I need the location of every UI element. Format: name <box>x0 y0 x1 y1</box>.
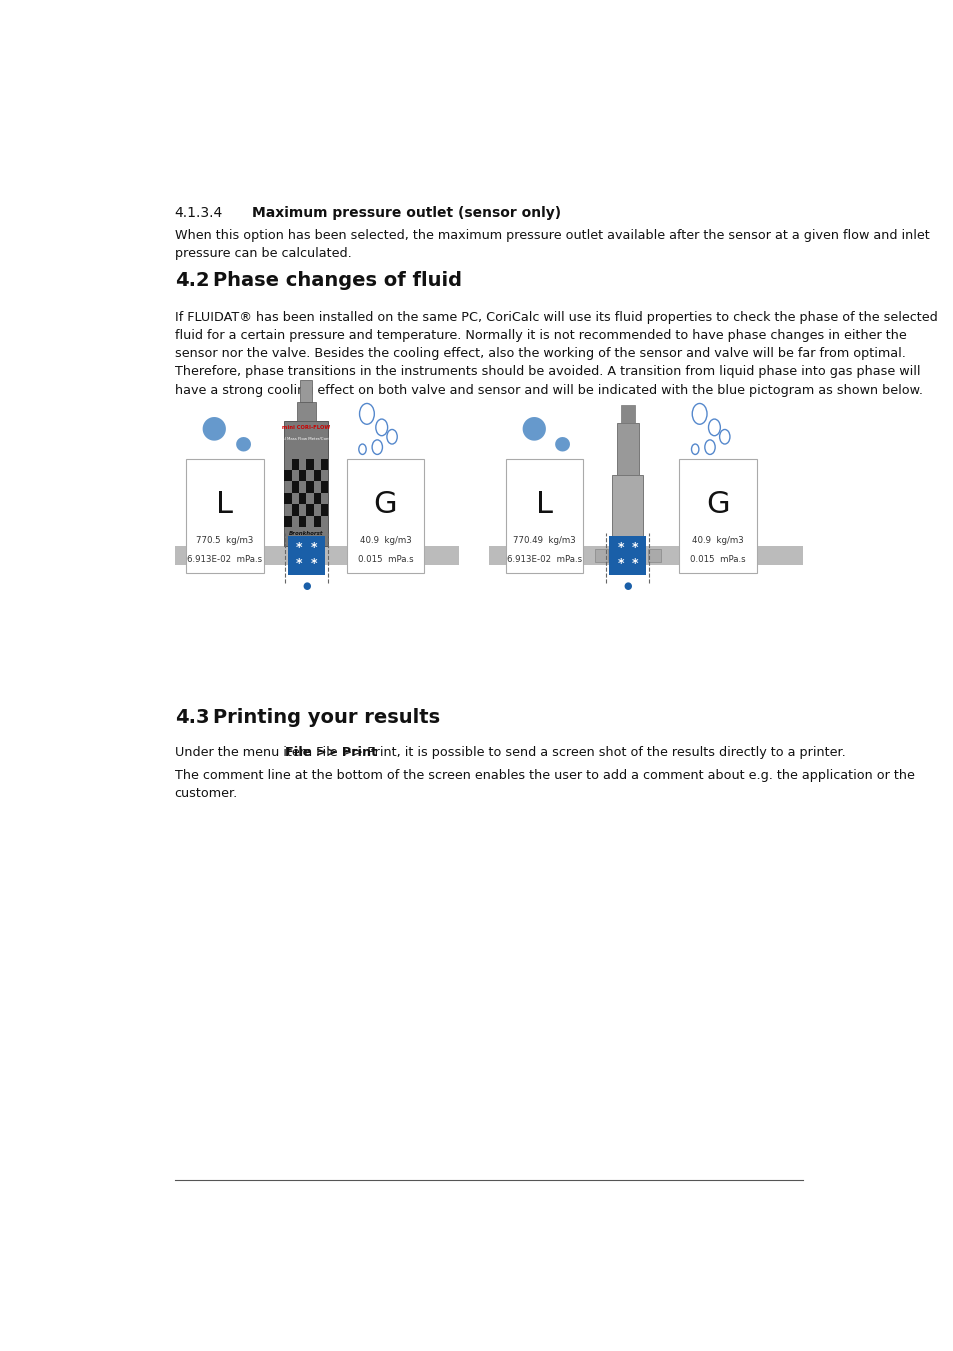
Bar <box>314 516 321 527</box>
Text: *: * <box>632 557 638 570</box>
Text: ●: ● <box>302 581 311 590</box>
Point <box>279 526 291 542</box>
Point <box>322 526 334 542</box>
Text: *: * <box>310 540 316 554</box>
Bar <box>288 535 324 576</box>
Text: File >> Print: File >> Print <box>285 746 376 759</box>
Bar <box>619 404 635 423</box>
Text: Under the menu item File >> Print, it is possible to send a screen shot of the r: Under the menu item File >> Print, it is… <box>174 746 844 759</box>
Text: G: G <box>705 490 729 519</box>
Text: When this option has been selected, the maximum pressure outlet available after : When this option has been selected, the … <box>174 228 928 261</box>
Bar <box>594 549 607 562</box>
Bar <box>284 493 292 504</box>
Text: 0.015  mPa.s: 0.015 mPa.s <box>357 555 413 563</box>
Bar <box>296 403 315 422</box>
Point <box>643 576 655 592</box>
Text: 6.913E-02  mPa.s: 6.913E-02 mPa.s <box>506 555 581 563</box>
Bar <box>612 476 642 546</box>
Text: ●: ● <box>234 434 252 453</box>
Bar <box>174 546 459 565</box>
FancyBboxPatch shape <box>679 458 756 573</box>
Text: 770.49  kg/m3: 770.49 kg/m3 <box>513 536 576 546</box>
Text: The comment line at the bottom of the screen enables the user to add a comment a: The comment line at the bottom of the sc… <box>174 769 914 800</box>
Text: *: * <box>295 540 302 554</box>
Bar <box>300 380 312 403</box>
Text: ●: ● <box>623 581 632 590</box>
Text: ●: ● <box>200 413 227 442</box>
FancyBboxPatch shape <box>186 458 264 573</box>
Text: If FLUIDAT® has been installed on the same PC, CoriCalc will use its fluid prope: If FLUIDAT® has been installed on the sa… <box>174 311 937 397</box>
Text: *: * <box>617 557 623 570</box>
Bar <box>314 493 321 504</box>
Bar <box>314 470 321 481</box>
Bar <box>284 422 328 546</box>
Point <box>600 576 612 592</box>
Bar <box>488 546 802 565</box>
Text: *: * <box>617 540 623 554</box>
Bar <box>647 549 660 562</box>
Point <box>279 576 291 592</box>
Bar <box>292 504 298 516</box>
Bar <box>292 458 298 470</box>
Text: 40.9  kg/m3: 40.9 kg/m3 <box>692 536 743 546</box>
Text: Digital Mass Flow Meter/Controller: Digital Mass Flow Meter/Controller <box>273 436 339 440</box>
Text: Bronkhorst: Bronkhorst <box>289 531 323 535</box>
Text: *: * <box>310 557 316 570</box>
Bar <box>292 481 298 493</box>
Point <box>322 576 334 592</box>
Text: 770.5  kg/m3: 770.5 kg/m3 <box>196 536 253 546</box>
Point <box>600 526 612 542</box>
Bar <box>298 516 306 527</box>
Bar <box>284 470 292 481</box>
Text: ●: ● <box>554 434 571 453</box>
Text: G: G <box>374 490 396 519</box>
Bar <box>298 493 306 504</box>
Text: *: * <box>632 540 638 554</box>
FancyBboxPatch shape <box>505 458 582 573</box>
Bar <box>306 481 314 493</box>
Text: mini CORI-FLOW: mini CORI-FLOW <box>282 426 330 431</box>
Bar <box>617 423 639 476</box>
Text: L: L <box>216 490 233 519</box>
Text: 4.1.3.4: 4.1.3.4 <box>174 205 223 220</box>
Bar <box>609 535 646 576</box>
Bar <box>306 504 314 516</box>
Point <box>643 526 655 542</box>
Text: Phase changes of fluid: Phase changes of fluid <box>213 272 461 290</box>
Text: L: L <box>536 490 553 519</box>
Text: 4.2: 4.2 <box>174 272 209 290</box>
FancyBboxPatch shape <box>346 458 424 573</box>
Text: 40.9  kg/m3: 40.9 kg/m3 <box>359 536 411 546</box>
Text: Printing your results: Printing your results <box>213 708 440 727</box>
Text: 0.015  mPa.s: 0.015 mPa.s <box>690 555 745 563</box>
Bar <box>298 470 306 481</box>
Text: *: * <box>295 557 302 570</box>
Bar <box>321 504 328 516</box>
Text: ●: ● <box>519 413 546 442</box>
Bar <box>321 458 328 470</box>
Text: 4.3: 4.3 <box>174 708 209 727</box>
Bar <box>284 516 292 527</box>
Text: 6.913E-02  mPa.s: 6.913E-02 mPa.s <box>187 555 262 563</box>
Bar <box>321 481 328 493</box>
Bar <box>306 458 314 470</box>
Text: Maximum pressure outlet (sensor only): Maximum pressure outlet (sensor only) <box>252 205 561 220</box>
